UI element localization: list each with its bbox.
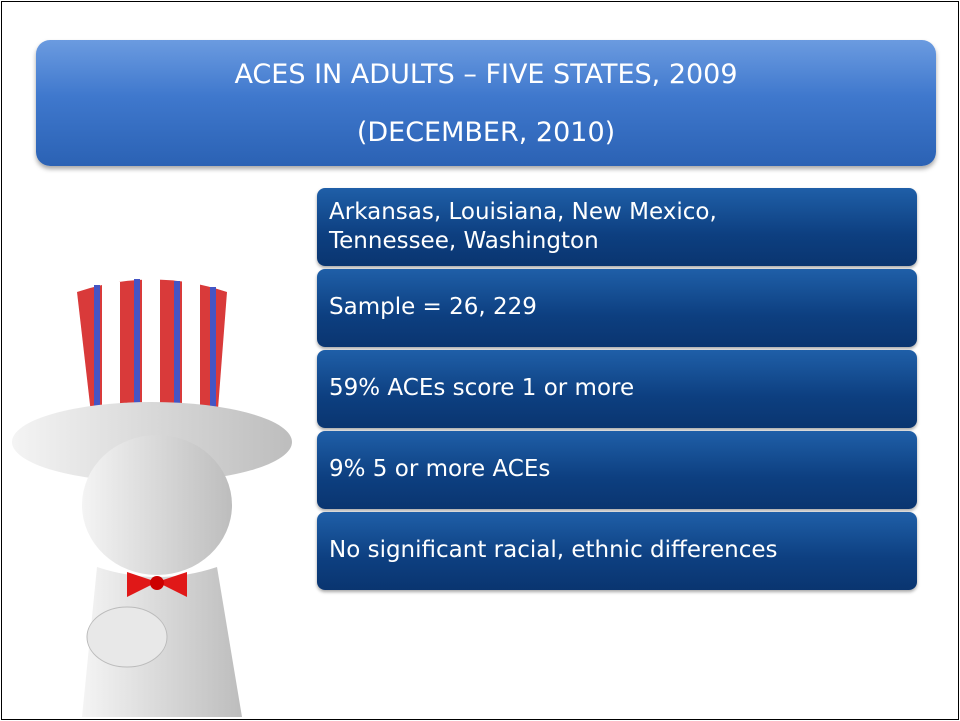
slide: ACES IN ADULTS – FIVE STATES, 2009 (DECE… (1, 1, 959, 720)
item-list: Arkansas, Louisiana, New Mexico, Tenness… (317, 188, 917, 593)
bullet-box: 59% ACEs score 1 or more (317, 350, 917, 428)
bullet-box: No significant racial, ethnic difference… (317, 512, 917, 590)
bullet-box: Sample = 26, 229 (317, 269, 917, 347)
page: ACES IN ADULTS – FIVE STATES, 2009 (DECE… (0, 0, 960, 721)
uncle-sam-figure (2, 257, 312, 717)
title-banner: ACES IN ADULTS – FIVE STATES, 2009 (DECE… (36, 40, 936, 166)
bullet-box: Arkansas, Louisiana, New Mexico, Tenness… (317, 188, 917, 266)
title-line: ACES IN ADULTS – FIVE STATES, 2009 (36, 46, 936, 104)
bullet-box: 9% 5 or more ACEs (317, 431, 917, 509)
title-line: (DECEMBER, 2010) (36, 104, 936, 162)
